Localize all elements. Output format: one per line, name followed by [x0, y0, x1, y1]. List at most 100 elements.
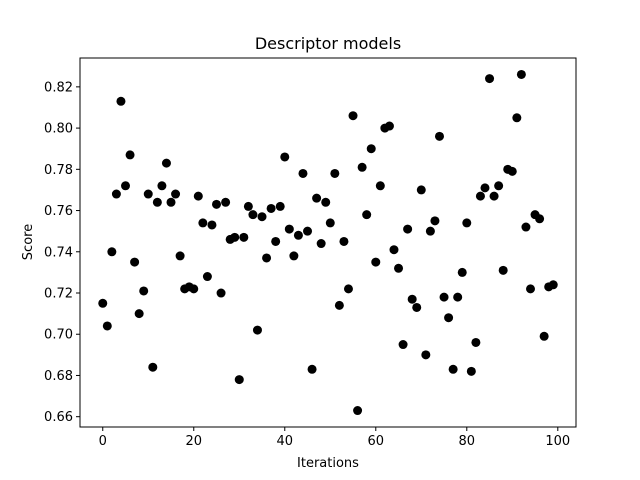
data-point [489, 191, 499, 201]
x-tick-label: 60 [368, 434, 385, 449]
data-points [98, 69, 558, 416]
data-point [102, 321, 112, 331]
data-point [212, 199, 222, 209]
data-point [266, 203, 276, 213]
data-point [526, 284, 535, 294]
data-point [516, 69, 526, 79]
data-point [280, 152, 290, 162]
data-point [139, 286, 149, 296]
data-point [384, 121, 394, 131]
data-point [371, 257, 381, 267]
data-point [398, 340, 408, 350]
x-axis-label: Iterations [297, 456, 359, 471]
data-point [307, 364, 317, 374]
data-point [234, 375, 244, 385]
data-point [485, 74, 495, 84]
data-point [303, 226, 313, 236]
data-point [207, 220, 217, 230]
data-point [480, 183, 490, 193]
data-point [130, 257, 140, 267]
data-point [430, 216, 440, 226]
data-point [152, 197, 162, 207]
data-point [275, 201, 285, 211]
data-point [312, 193, 322, 203]
plot-area-frame [79, 57, 577, 428]
x-tick-label: 40 [276, 434, 293, 449]
y-tick-label: 0.76 [44, 204, 73, 219]
x-tick-label: 80 [459, 434, 476, 449]
data-point [271, 236, 281, 246]
data-point [262, 253, 272, 263]
data-point [457, 267, 467, 277]
data-point [111, 189, 121, 199]
data-point [161, 158, 171, 168]
data-point [330, 168, 340, 178]
data-point [444, 313, 454, 323]
data-point [148, 362, 158, 372]
x-tick-label: 20 [185, 434, 202, 449]
data-point [198, 218, 208, 228]
data-point [98, 298, 108, 308]
axis-ticks: 0 20 40 60 80 100 0.66 0.68 0.70 0.72 0.74 0.76 0.78… [44, 80, 570, 449]
data-point [343, 284, 353, 294]
data-point [357, 162, 367, 172]
data-point [216, 288, 226, 298]
data-point [166, 197, 176, 207]
data-point [362, 210, 372, 220]
data-point [353, 406, 363, 416]
data-point [521, 222, 531, 232]
y-tick-label: 0.72 [44, 287, 73, 302]
data-point [248, 210, 258, 220]
data-point [425, 226, 435, 236]
data-point [298, 168, 308, 178]
data-point [116, 96, 126, 106]
data-point [494, 181, 504, 191]
data-point [243, 201, 253, 211]
data-point [448, 364, 458, 374]
x-tick-label: 100 [545, 434, 570, 449]
data-point [389, 245, 399, 255]
data-point [107, 247, 117, 257]
data-point [239, 232, 249, 242]
data-point [507, 166, 517, 176]
data-point [366, 144, 376, 154]
data-point [412, 302, 422, 312]
chart-title: Descriptor models [255, 34, 401, 53]
data-point [407, 294, 417, 304]
data-point [421, 350, 431, 360]
x-tick-label: 0 [99, 434, 107, 449]
data-point [143, 189, 153, 199]
data-point [134, 309, 144, 319]
data-point [293, 230, 303, 240]
data-point [471, 337, 481, 347]
data-point [257, 212, 267, 222]
data-point [316, 239, 326, 249]
data-point [416, 185, 426, 195]
y-tick-label: 0.82 [44, 80, 73, 95]
data-point [334, 300, 344, 310]
data-point [403, 224, 413, 234]
data-point [434, 131, 444, 141]
data-point [175, 251, 185, 261]
data-point [439, 292, 449, 302]
data-point [466, 366, 476, 376]
data-point [348, 111, 358, 121]
data-point [189, 284, 199, 294]
y-tick-label: 0.68 [44, 369, 73, 384]
y-axis-label: Score [21, 224, 36, 260]
data-point [289, 251, 299, 261]
y-tick-label: 0.78 [44, 163, 73, 178]
data-point [462, 218, 472, 228]
data-point [230, 232, 240, 242]
data-point [498, 265, 508, 275]
data-point [475, 191, 485, 201]
data-point [171, 189, 181, 199]
data-point [157, 181, 167, 191]
data-point [321, 197, 331, 207]
data-point [193, 191, 203, 201]
data-point [325, 218, 335, 228]
data-point [339, 236, 349, 246]
y-tick-label: 0.74 [44, 245, 73, 260]
data-point [539, 331, 549, 341]
